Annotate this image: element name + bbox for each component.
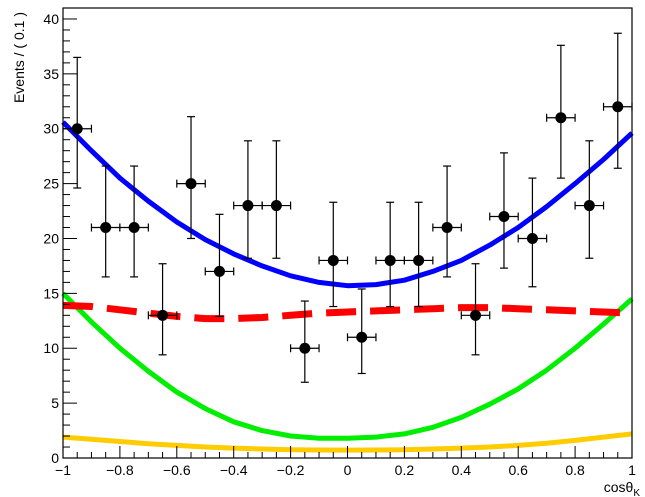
data-point	[62, 56, 93, 189]
x-tick-label: 1	[628, 462, 636, 478]
data-point	[517, 177, 548, 288]
data-marker	[583, 200, 595, 212]
data-marker	[413, 254, 425, 266]
y-tick-label: 25	[43, 176, 59, 192]
data-marker	[526, 232, 538, 244]
data-point	[375, 201, 405, 308]
curve-3	[61, 291, 634, 441]
data-marker	[612, 101, 624, 113]
data-point	[403, 201, 434, 308]
data-point	[346, 288, 377, 375]
data-point	[204, 213, 235, 318]
x-tick-label: −0.4	[220, 462, 248, 478]
x-tick-label: 0.4	[452, 462, 472, 478]
data-point	[460, 263, 491, 356]
y-tick-label: 20	[43, 230, 59, 246]
data-marker	[71, 123, 83, 135]
data-points	[62, 32, 633, 383]
data-marker	[100, 222, 112, 234]
data-point	[602, 32, 633, 169]
x-axis-label: cosθK	[604, 479, 641, 497]
x-tick-label: 0.8	[565, 462, 585, 478]
data-marker	[555, 112, 567, 124]
data-marker	[185, 178, 197, 190]
data-point	[90, 165, 121, 278]
y-tick-label: 10	[43, 340, 59, 356]
data-point	[233, 140, 263, 259]
y-tick-label: 0	[51, 450, 59, 466]
x-tick-label: −0.8	[106, 462, 134, 478]
data-marker	[157, 309, 169, 321]
y-tick-label: 40	[43, 11, 59, 27]
data-point	[147, 263, 178, 356]
y-axis-label: Events / ( 0.1 )	[11, 12, 27, 103]
data-marker	[299, 342, 311, 354]
x-tick-label: −1	[55, 462, 71, 478]
x-tick-label: 0.2	[395, 462, 415, 478]
fit-curves	[61, 120, 634, 453]
data-marker	[327, 254, 339, 266]
y-tick-label: 35	[43, 66, 59, 82]
data-point	[290, 300, 320, 383]
data-marker	[128, 222, 140, 234]
plot-frame	[62, 7, 633, 459]
data-point	[546, 44, 576, 179]
data-point	[119, 165, 149, 278]
data-point	[489, 152, 519, 269]
data-marker	[441, 222, 453, 234]
axis-ticks: −1 −0.8 −0.6 −0.4 −0.2 0 0.2 0.4 0.6 0.8 105101520…	[43, 7, 636, 478]
data-marker	[213, 265, 225, 277]
data-point	[574, 140, 605, 259]
y-tick-label: 5	[51, 395, 59, 411]
x-tick-label: 0	[344, 462, 352, 478]
data-marker	[242, 200, 254, 212]
y-tick-label: 30	[43, 121, 59, 137]
data-point	[261, 140, 292, 259]
data-point	[432, 165, 462, 278]
x-axis-label-main: cosθ	[604, 479, 634, 495]
curve-1	[61, 120, 634, 289]
data-marker	[498, 211, 510, 223]
data-marker	[384, 254, 396, 266]
x-tick-label: −0.6	[163, 462, 191, 478]
x-tick-label: −0.2	[277, 462, 305, 478]
x-axis-label-sub: K	[633, 488, 640, 497]
x-tick-label: 0.6	[508, 462, 528, 478]
data-point	[176, 116, 206, 240]
y-tick-label: 15	[43, 285, 59, 301]
data-marker	[270, 200, 282, 212]
data-marker	[470, 309, 482, 321]
data-marker	[356, 331, 368, 343]
data-point	[318, 201, 349, 308]
